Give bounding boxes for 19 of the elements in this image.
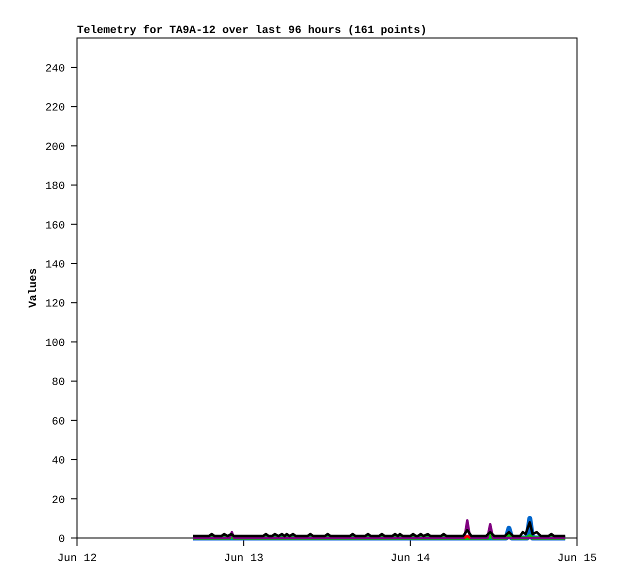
y-tick-label: 20 (52, 494, 65, 507)
y-tick-label: 60 (52, 416, 65, 428)
y-tick-label: 140 (45, 259, 65, 272)
y-tick-label: 80 (52, 377, 65, 390)
x-tick-label: Jun 15 (557, 553, 597, 565)
x-tick-label: Jun 14 (390, 553, 431, 565)
y-tick-label: 220 (45, 102, 65, 115)
y-tick-label: 180 (45, 181, 65, 194)
x-tick-label: Jun 13 (224, 553, 264, 565)
y-tick-label: 100 (45, 338, 65, 350)
y-tick-label: 120 (45, 298, 65, 311)
y-tick-label: 240 (45, 63, 65, 76)
y-axis-title: Values (28, 268, 40, 308)
y-tick-label: 160 (45, 220, 65, 232)
chart-title: Telemetry for TA9A-12 over last 96 hours (161 points) (77, 24, 427, 37)
y-tick-label: 0 (58, 534, 65, 546)
y-tick-label: 40 (52, 456, 65, 468)
x-tick-label: Jun 12 (57, 553, 97, 565)
y-tick-label: 200 (45, 142, 65, 154)
